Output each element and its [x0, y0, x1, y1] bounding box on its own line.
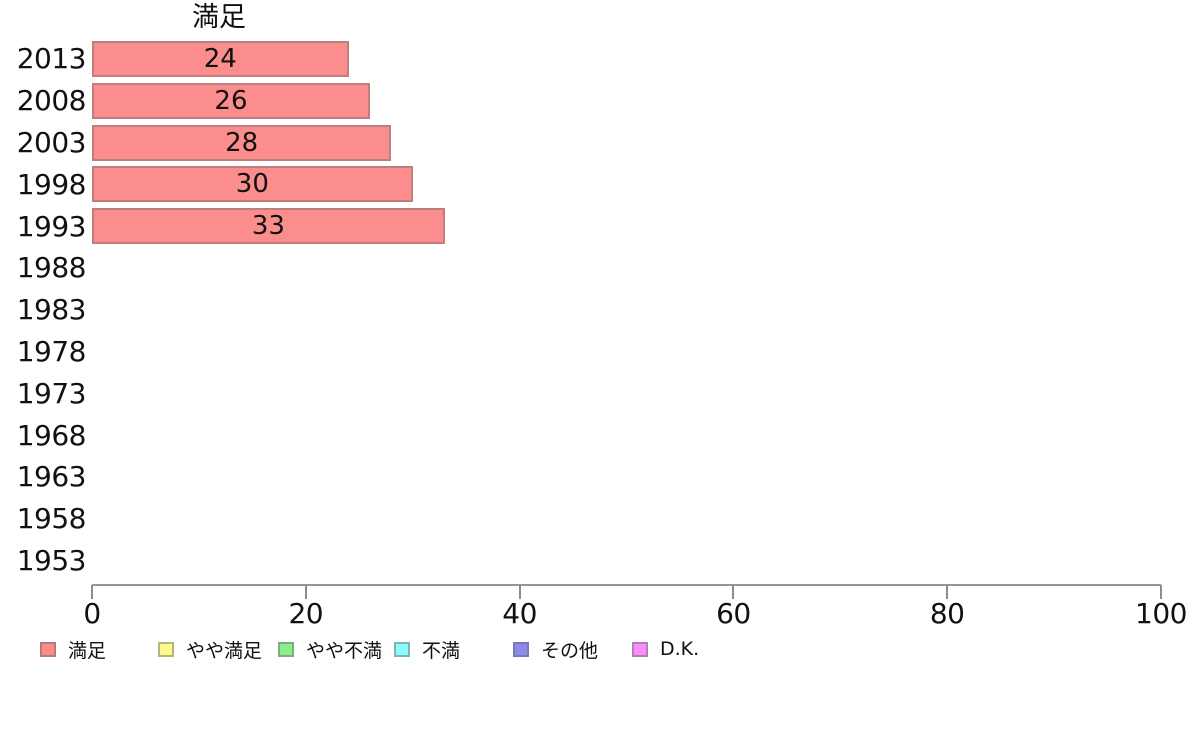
chart-row: 1998 30: [0, 164, 1188, 206]
bar-2008: 26: [92, 82, 370, 119]
y-axis-label: 2003: [16, 126, 87, 160]
bar-2013: 24: [92, 40, 349, 77]
legend-label: D.K.: [660, 638, 700, 660]
legend-swatch: [394, 641, 410, 657]
chart-row: 1963: [0, 456, 1188, 498]
y-axis-label: 1968: [16, 418, 87, 452]
legend-label: やや満足: [186, 639, 263, 662]
chart-row: 1958: [0, 498, 1188, 540]
legend-swatch: [513, 641, 529, 657]
chart-row: 1983: [0, 289, 1188, 331]
bar-1998: 30: [92, 166, 413, 203]
y-axis-label: 1973: [16, 376, 87, 410]
y-axis-label: 1963: [16, 460, 87, 494]
x-axis-tick: [946, 585, 949, 599]
x-axis-tick: [732, 585, 735, 599]
x-axis-tick-label: 0: [83, 597, 101, 630]
legend-item: D.K.: [632, 636, 699, 662]
y-axis-label: 1988: [16, 251, 87, 285]
chart-row: 1953: [0, 540, 1188, 582]
chart-row: 2008 26: [0, 80, 1188, 122]
legend: 満足 やや満足 やや不満 不満 その他 D.K.: [0, 636, 1188, 662]
legend-item: やや不満: [278, 636, 382, 662]
legend-swatch: [278, 641, 294, 657]
chart-title: 満足: [192, 2, 246, 33]
legend-item: やや満足: [158, 636, 262, 662]
legend-label: 満足: [68, 639, 107, 662]
x-axis-tick-label: 100: [1135, 597, 1187, 630]
chart-row: 1968: [0, 414, 1188, 456]
x-axis-line: [92, 584, 1161, 586]
legend-label: やや不満: [306, 639, 383, 662]
x-axis-tick-label: 40: [502, 597, 537, 630]
bar-value-label: 24: [203, 43, 237, 74]
bar-2003: 28: [92, 124, 392, 161]
y-axis-label: 2013: [16, 42, 87, 76]
bar-value-label: 26: [214, 85, 248, 116]
y-axis-label: 1993: [16, 209, 87, 243]
bar-value-label: 28: [225, 127, 259, 158]
x-axis-tick-label: 60: [716, 597, 751, 630]
chart-row: 1993 33: [0, 205, 1188, 247]
x-axis-tick: [1160, 585, 1162, 599]
legend-item: 満足: [40, 636, 106, 662]
y-axis-label: 2008: [16, 84, 87, 118]
legend-swatch: [40, 641, 56, 657]
y-axis-label: 1983: [16, 293, 87, 327]
bar-1993: 33: [92, 208, 445, 245]
y-axis-label: 1958: [16, 502, 87, 536]
chart-row: 2003 28: [0, 122, 1188, 164]
x-axis-tick: [304, 585, 307, 599]
x-axis-tick-label: 20: [288, 597, 324, 630]
x-axis-tick: [518, 585, 521, 599]
chart-row: 2013 24: [0, 38, 1188, 80]
y-axis-label: 1953: [16, 544, 87, 578]
legend-swatch: [632, 641, 648, 657]
chart-row: 1973: [0, 373, 1188, 415]
bar-value-label: 30: [235, 169, 269, 200]
y-axis-label: 1978: [16, 335, 87, 369]
legend-item: その他: [513, 636, 598, 662]
bar-value-label: 33: [251, 211, 285, 242]
chart-row: 1978: [0, 331, 1188, 373]
legend-item: 不満: [394, 636, 460, 662]
legend-label: その他: [541, 639, 599, 662]
x-axis-tick-label: 80: [929, 597, 965, 630]
chart-row: 1988: [0, 247, 1188, 289]
x-axis-tick: [91, 585, 93, 599]
y-axis-label: 1998: [16, 167, 87, 201]
legend-label: 不満: [422, 639, 461, 662]
legend-swatch: [158, 641, 174, 657]
